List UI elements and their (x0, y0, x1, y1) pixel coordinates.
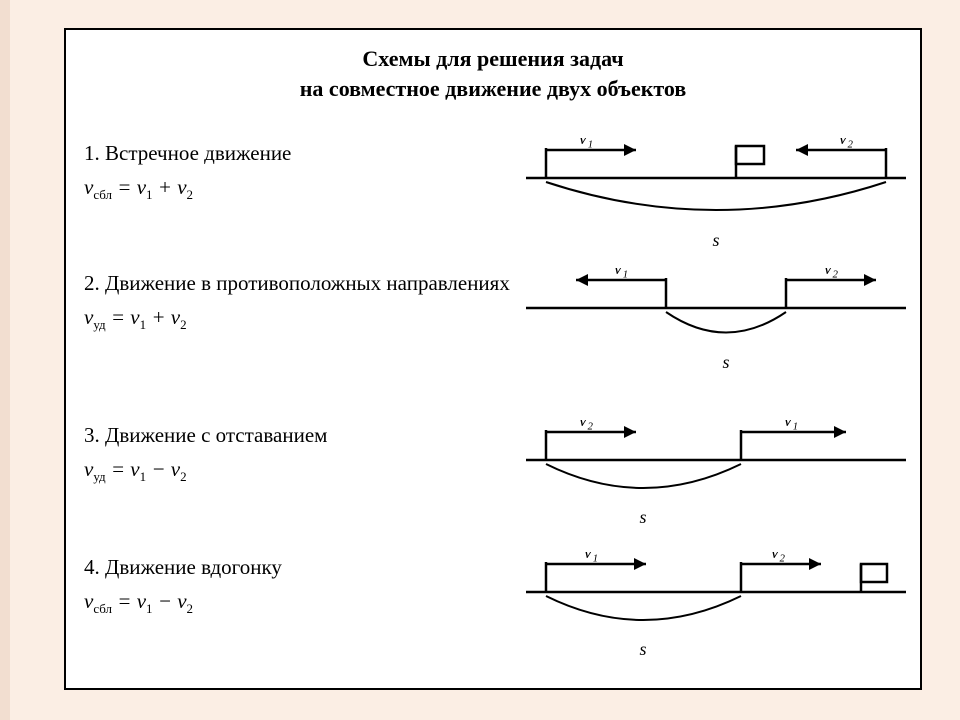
s-label-2: s (722, 352, 729, 372)
item-3-formula: vуд = v1 − v2 (84, 454, 526, 487)
s-label-4: s (639, 639, 646, 659)
v2-label-4: v₂ (771, 552, 785, 562)
item-2-text: 2. Движение в противоположных направлени… (84, 268, 526, 383)
v1-label: v₁ (579, 138, 593, 148)
v1-label-4: v₁ (584, 552, 598, 562)
item-2-formula: vуд = v1 + v2 (84, 302, 526, 335)
title-line-2: на совместное движение двух объектов (300, 76, 686, 101)
row-4: 4. Движение вдогонку vсбл = v1 − v2 v₁ v… (84, 552, 902, 667)
title-line-1: Схемы для решения задач (362, 46, 623, 71)
diagram-oncoming: v₁ v₂ s (526, 138, 906, 253)
v2-label-2: v₂ (824, 268, 838, 278)
item-3-text: 3. Движение с отставанием vуд = v1 − v2 (84, 420, 526, 535)
item-4-text: 4. Движение вдогонку vсбл = v1 − v2 (84, 552, 526, 667)
item-1-formula: vсбл = v1 + v2 (84, 172, 526, 205)
page-title: Схемы для решения задач на совместное дв… (66, 44, 920, 103)
diagram-lagging: v₂ v₁ s (526, 420, 906, 535)
v1-label-2: v₁ (614, 268, 628, 278)
v2-label: v₂ (839, 138, 853, 148)
diagram-opposite: v₁ v₂ s (526, 268, 906, 383)
v2-label-3: v₂ (579, 420, 593, 430)
row-1: 1. Встречное движение vсбл = v1 + v2 v₁ (84, 138, 902, 253)
row-2: 2. Движение в противоположных направлени… (84, 268, 902, 383)
item-4-formula: vсбл = v1 − v2 (84, 586, 526, 619)
row-3: 3. Движение с отставанием vуд = v1 − v2 … (84, 420, 902, 535)
v1-label-3: v₁ (784, 420, 798, 430)
s-label-3: s (639, 507, 646, 527)
item-1-text: 1. Встречное движение vсбл = v1 + v2 (84, 138, 526, 253)
diagram-chase: v₁ v₂ s (526, 552, 906, 667)
s-label-1: s (712, 230, 719, 250)
